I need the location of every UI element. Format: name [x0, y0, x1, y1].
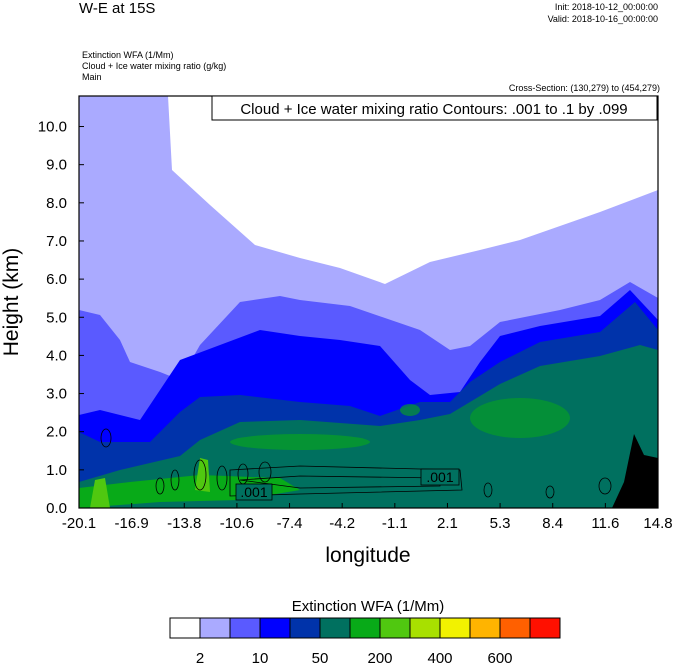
- x-tick-label: 5.3: [490, 515, 511, 532]
- y-tick-label: 1.0: [46, 462, 67, 479]
- x-tick-label: -16.9: [115, 515, 149, 532]
- field-label-3: Main: [82, 72, 102, 82]
- colorbar-label: 10: [252, 650, 269, 667]
- y-axis: 0.0 1.0 2.0 3.0 4.0 5.0 6.0 7.0 8.0 9.0 10.0: [38, 119, 84, 517]
- y-tick-label: 9.0: [46, 157, 67, 174]
- x-tick-label: 14.8: [643, 515, 672, 532]
- y-tick-label: 7.0: [46, 233, 67, 250]
- y-tick-label: 10.0: [38, 119, 67, 136]
- valid-time: Valid: 2018-10-16_00:00:00: [547, 14, 658, 24]
- colorbar-swatch: [319, 617, 351, 639]
- colorbar-swatch: [169, 617, 201, 639]
- contour-label-box: [420, 468, 460, 486]
- y-tick-label: 6.0: [46, 271, 67, 288]
- contour-value-label: .001: [426, 469, 453, 485]
- field-level-1-white: [168, 96, 658, 284]
- field-label-2: Cloud + Ice water mixing ratio (g/kg): [82, 61, 227, 71]
- x-tick-label: -7.4: [277, 515, 303, 532]
- y-axis-label: Height (km): [0, 248, 23, 357]
- field-level-8-band: [90, 478, 110, 508]
- init-time: Init: 2018-10-12_00:00:00: [554, 2, 658, 12]
- field-level-8-patch: [195, 458, 210, 492]
- contour-label-box: [235, 483, 273, 501]
- colorbar-swatch: [529, 617, 561, 639]
- colorbar-swatch: [379, 617, 411, 639]
- plot-area: .001 .001: [79, 96, 658, 508]
- colorbar: 2 10 50 200 400 600: [169, 617, 561, 667]
- y-tick-label: 3.0: [46, 386, 67, 403]
- x-axis-label: longitude: [325, 544, 410, 567]
- colorbar-swatch: [259, 617, 291, 639]
- x-tick-label: -13.8: [167, 515, 201, 532]
- contour-info-box: [211, 95, 658, 121]
- x-axis: -20.1 -16.9 -13.8 -10.6 -7.4 -4.2 -1.1 2.1 5.3 8.…: [62, 503, 673, 532]
- field-label-1: Extinction WFA (1/Mm): [82, 50, 174, 60]
- x-tick-label: 8.4: [542, 515, 563, 532]
- y-tick-label: 2.0: [46, 424, 67, 441]
- field-level-7-patch: [230, 434, 370, 450]
- colorbar-label: 2: [196, 650, 204, 667]
- terrain: [612, 434, 658, 508]
- colorbar-label: 400: [427, 650, 452, 667]
- contour-value-label: .001: [240, 484, 267, 500]
- y-tick-label: 4.0: [46, 347, 67, 364]
- x-tick-label: 11.6: [591, 515, 619, 532]
- x-tick-label: -1.1: [382, 515, 408, 532]
- x-tick-label: 2.1: [437, 515, 458, 532]
- colorbar-label: 200: [367, 650, 392, 667]
- field-level-7-patch: [470, 398, 570, 438]
- x-tick-label: -20.1: [62, 515, 96, 532]
- contour-info-text: Cloud + Ice water mixing ratio Contours:…: [240, 101, 627, 118]
- y-tick-label: 5.0: [46, 309, 67, 326]
- colorbar-title: Extinction WFA (1/Mm): [292, 598, 445, 615]
- colorbar-swatch: [229, 617, 261, 639]
- colorbar-swatch: [439, 617, 471, 639]
- colorbar-label: 600: [487, 650, 512, 667]
- x-tick-label: -4.2: [329, 515, 355, 532]
- colorbar-swatch: [499, 617, 531, 639]
- plot-title: W-E at 15S: [79, 0, 156, 17]
- x-tick-label: -10.6: [220, 515, 254, 532]
- y-tick-label: 8.0: [46, 195, 67, 212]
- colorbar-swatch: [289, 617, 321, 639]
- colorbar-swatch: [349, 617, 381, 639]
- colorbar-swatch: [199, 617, 231, 639]
- colorbar-swatch: [469, 617, 501, 639]
- colorbar-swatch: [409, 617, 441, 639]
- field-level-7-patch: [400, 404, 420, 416]
- y-tick-label: 0.0: [46, 500, 67, 517]
- colorbar-label: 50: [312, 650, 329, 667]
- cross-section-label: Cross-Section: (130,279) to (454,279): [508, 83, 660, 93]
